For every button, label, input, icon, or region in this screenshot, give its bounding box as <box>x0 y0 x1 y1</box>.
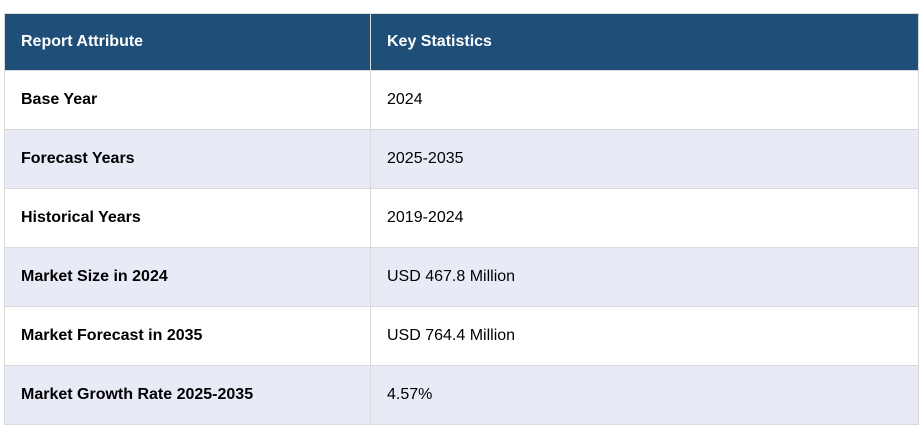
attribute-cell: Historical Years <box>4 188 371 248</box>
attribute-cell: Forecast Years <box>4 129 371 189</box>
header-report-attribute: Report Attribute <box>4 13 371 71</box>
report-statistics-table: Report Attribute Key Statistics Base Yea… <box>4 13 919 425</box>
attribute-cell: Market Size in 2024 <box>4 247 371 307</box>
attribute-cell: Market Growth Rate 2025-2035 <box>4 365 371 425</box>
value-cell: 2025-2035 <box>370 129 919 189</box>
value-cell: USD 467.8 Million <box>370 247 919 307</box>
value-cell: 2024 <box>370 70 919 130</box>
value-cell: USD 764.4 Million <box>370 306 919 366</box>
value-cell: 4.57% <box>370 365 919 425</box>
header-key-statistics: Key Statistics <box>370 13 919 71</box>
table-row: Market Growth Rate 2025-2035 4.57% <box>4 365 919 425</box>
table-row: Forecast Years 2025-2035 <box>4 129 919 189</box>
attribute-cell: Base Year <box>4 70 371 130</box>
attribute-cell: Market Forecast in 2035 <box>4 306 371 366</box>
header-row: Report Attribute Key Statistics <box>4 13 919 71</box>
table-row: Base Year 2024 <box>4 70 919 130</box>
table-body: Base Year 2024 Forecast Years 2025-2035 … <box>4 70 919 425</box>
table-row: Market Size in 2024 USD 467.8 Million <box>4 247 919 307</box>
table-row: Market Forecast in 2035 USD 764.4 Millio… <box>4 306 919 366</box>
value-cell: 2019-2024 <box>370 188 919 248</box>
table-header: Report Attribute Key Statistics <box>4 13 919 71</box>
table-row: Historical Years 2019-2024 <box>4 188 919 248</box>
report-table-container: Report Attribute Key Statistics Base Yea… <box>4 13 919 425</box>
